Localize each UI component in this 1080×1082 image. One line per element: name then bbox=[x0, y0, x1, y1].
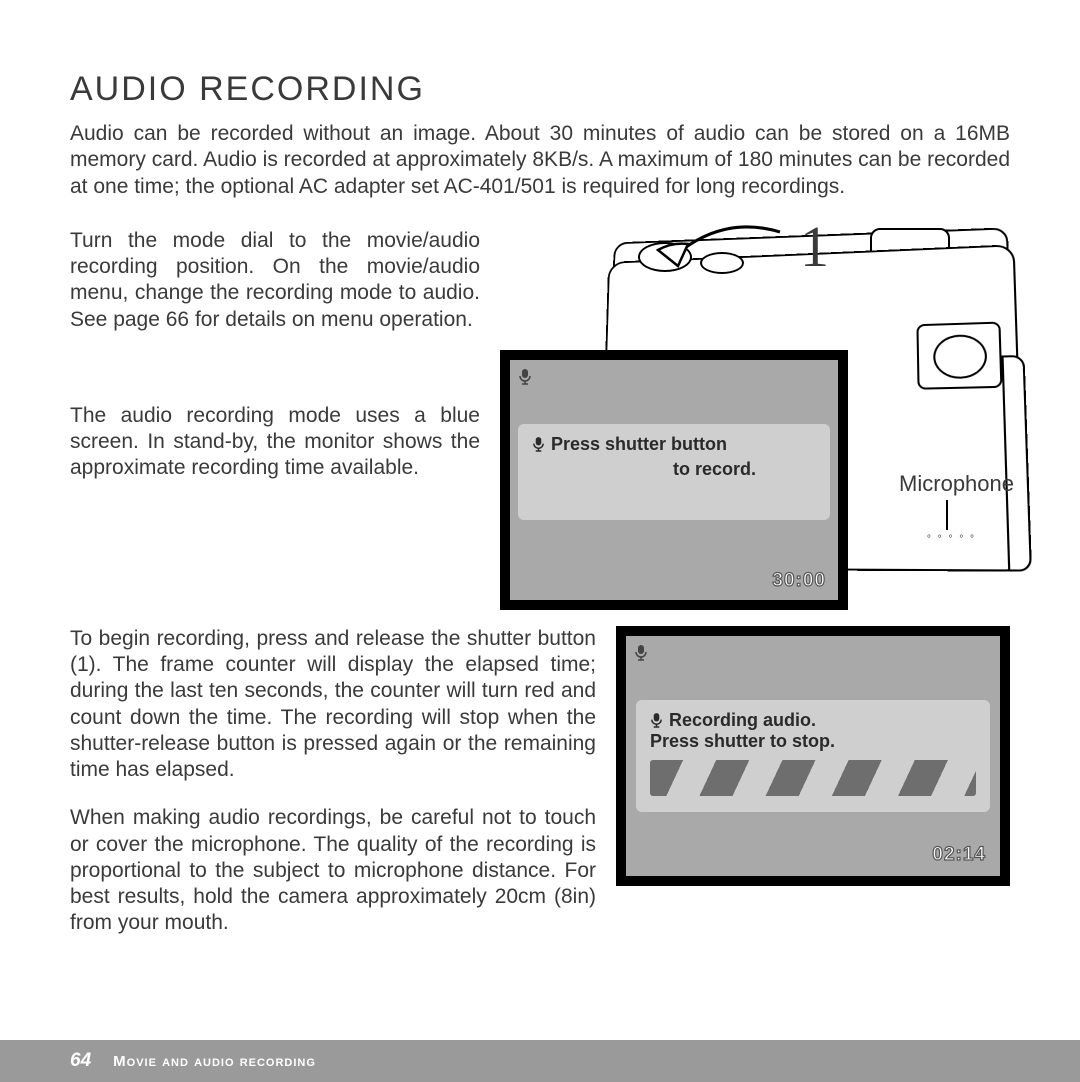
viewfinder-box bbox=[916, 321, 1002, 389]
mic-icon bbox=[650, 712, 663, 729]
mic-icon bbox=[532, 436, 545, 453]
page-number: 64 bbox=[70, 1050, 91, 1072]
row-2: To begin recording, press and release th… bbox=[70, 626, 1010, 937]
paragraph-3: The audio recording mode uses a blue scr… bbox=[70, 333, 480, 482]
manual-page: AUDIO RECORDING Audio can be recorded wi… bbox=[0, 0, 1080, 937]
page-footer: 64 Movie and audio recording bbox=[0, 1040, 1080, 1082]
paragraph-2: Turn the mode dial to the movie/audio re… bbox=[70, 228, 480, 333]
standby-text-2: to record. bbox=[532, 459, 816, 480]
mic-icon bbox=[634, 644, 648, 662]
left-text-col: Turn the mode dial to the movie/audio re… bbox=[70, 228, 480, 608]
lcd-standby-screen: Press shutter button to record. 30:00 bbox=[500, 350, 848, 610]
row2-left-text: To begin recording, press and release th… bbox=[70, 626, 596, 937]
viewfinder-lens bbox=[933, 334, 988, 379]
progress-stripes bbox=[650, 760, 976, 796]
camera-side-grip bbox=[1001, 355, 1032, 572]
lcd2-wrapper: Recording audio. Press shutter to stop. … bbox=[616, 626, 1010, 937]
callout-number-1: 1 bbox=[800, 213, 829, 280]
paragraph-4: To begin recording, press and release th… bbox=[70, 626, 596, 784]
recording-message-box: Recording audio. Press shutter to stop. bbox=[636, 700, 990, 812]
standby-line-1: Press shutter button bbox=[532, 434, 816, 455]
lcd-recording-screen: Recording audio. Press shutter to stop. … bbox=[616, 626, 1010, 886]
microphone-pointer-line bbox=[946, 500, 948, 530]
microphone-dots: ° ° ° ° ° bbox=[927, 534, 976, 545]
standby-timer: 30:00 bbox=[772, 570, 826, 592]
footer-section-title: Movie and audio recording bbox=[113, 1053, 316, 1070]
recording-text-1: Recording audio. bbox=[669, 710, 816, 731]
recording-line-1: Recording audio. bbox=[650, 710, 976, 731]
arrow-icon bbox=[630, 222, 790, 302]
row-1: Turn the mode dial to the movie/audio re… bbox=[70, 228, 1010, 608]
microphone-label: Microphone bbox=[899, 472, 1014, 496]
standby-message-box: Press shutter button to record. bbox=[518, 424, 830, 520]
section-title: AUDIO RECORDING bbox=[70, 70, 1010, 109]
camera-illustration: 1 Microphone ° ° ° ° ° bbox=[500, 228, 1010, 608]
standby-text-1: Press shutter button bbox=[551, 434, 727, 455]
intro-paragraph: Audio can be recorded without an image. … bbox=[70, 121, 1010, 200]
recording-text-2: Press shutter to stop. bbox=[650, 731, 976, 752]
paragraph-5: When making audio recordings, be careful… bbox=[70, 805, 596, 936]
mic-icon bbox=[518, 368, 532, 386]
recording-timer: 02:14 bbox=[932, 844, 986, 866]
